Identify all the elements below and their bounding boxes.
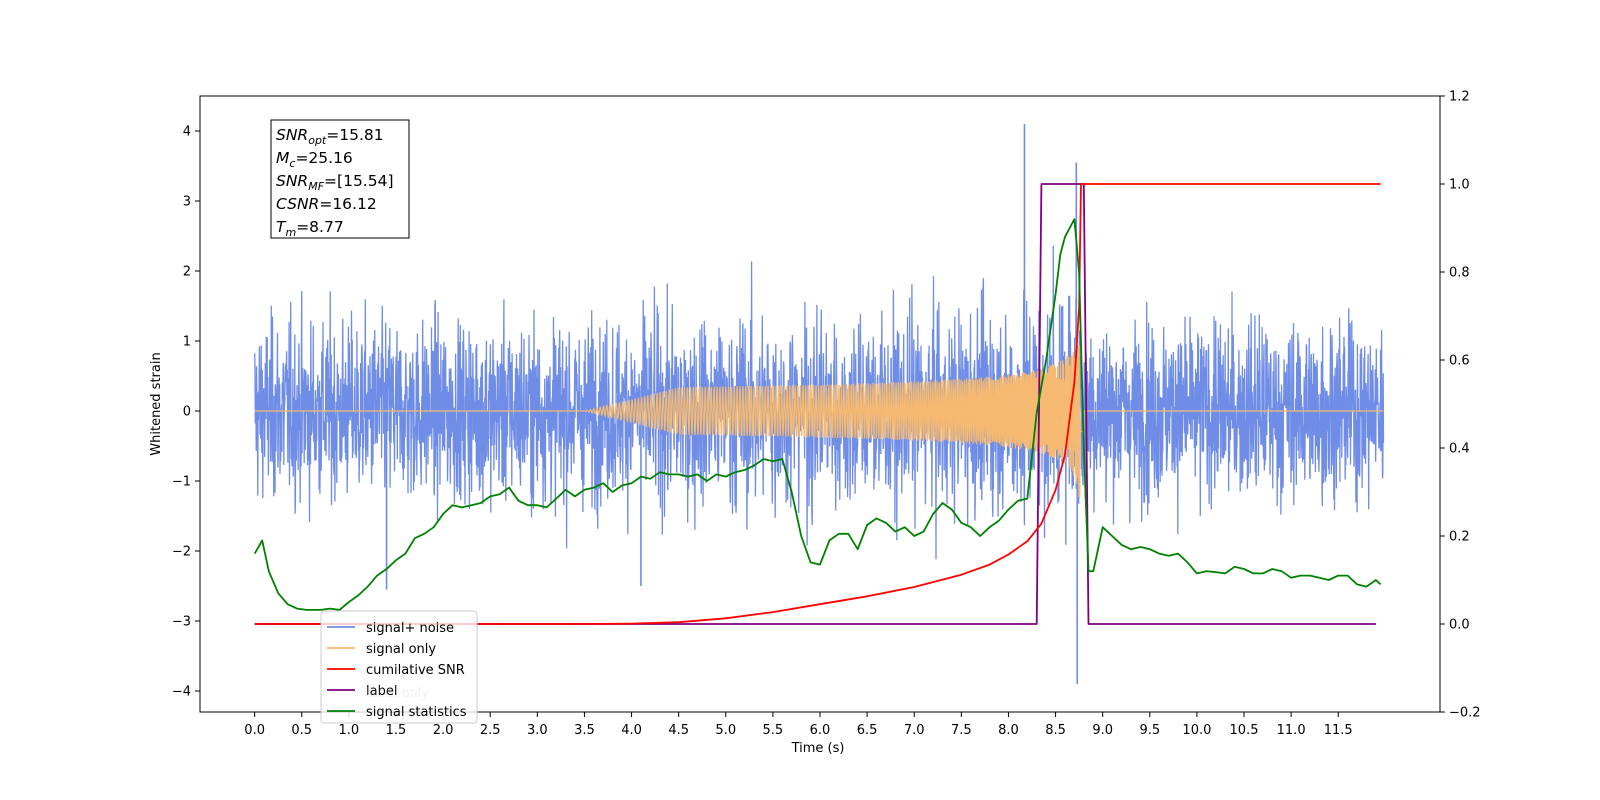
info-value: =[15.54] [324, 172, 393, 190]
x-tick-label: 2.0 [433, 723, 454, 738]
y-axis-left: 4 3 2 1 0 −1 −2 −3 −4 [172, 125, 200, 700]
legend: signal+ noise signal only cumilative SNR la… [320, 610, 478, 724]
info-value: =15.81 [326, 126, 383, 144]
info-line: CSNR=16.12 [276, 195, 377, 213]
y-axis-label: Whitened strain [149, 352, 164, 455]
x-tick-label: 5.0 [715, 723, 736, 738]
x-tick-label: 7.5 [951, 723, 972, 738]
x-tick-label: 3.5 [574, 723, 595, 738]
y2-tick-label: 0.4 [1449, 442, 1470, 457]
x-tick-label: 9.0 [1092, 723, 1113, 738]
y2-tick-label: 0.2 [1449, 530, 1470, 545]
y2-tick-label: 0.6 [1449, 354, 1470, 369]
y-axis-right: 1.2 1.0 0.8 0.6 0.4 0.2 0.0 −0.2 [1440, 90, 1481, 721]
info-value: =8.77 [296, 218, 344, 236]
info-line: Mc=25.16 [276, 149, 353, 170]
info-symbol: SNR [276, 126, 308, 144]
series-signal-only [254, 338, 1384, 498]
x-tick-label: 11.5 [1324, 723, 1353, 738]
series-layer [253, 124, 1385, 684]
x-tick-label: 6.5 [857, 723, 878, 738]
info-subscript: m [285, 226, 296, 239]
y-tick-label: 2 [183, 265, 191, 280]
info-symbol: T [276, 218, 287, 236]
x-tick-label: 9.5 [1139, 723, 1160, 738]
y2-tick-label: −0.2 [1449, 706, 1481, 721]
info-symbol: CSNR [276, 195, 319, 213]
y-tick-label: −3 [172, 615, 191, 630]
x-tick-label: 4.0 [621, 723, 642, 738]
x-tick-label: 11.0 [1277, 723, 1306, 738]
info-line: SNRopt=15.81 [276, 126, 384, 147]
x-axis: 0.0 0.5 1.0 1.5 2.0 2.5 3.0 3.5 4.0 4.5 5.0 5.5 6.0 6… [244, 712, 1353, 738]
info-subscript: MF [308, 180, 324, 193]
x-tick-label: 10.5 [1230, 723, 1259, 738]
info-symbol: M [276, 149, 289, 167]
y2-tick-label: 1.2 [1449, 90, 1470, 105]
x-tick-label: 4.5 [668, 723, 689, 738]
info-subscript: opt [308, 134, 327, 147]
y2-tick-label: 0.8 [1449, 266, 1470, 281]
y-tick-label: −2 [172, 545, 191, 560]
info-value: =16.12 [319, 195, 376, 213]
x-tick-label: 6.0 [810, 723, 831, 738]
legend-frame [320, 610, 478, 724]
info-box-frame [270, 119, 410, 239]
hidden-legend-label: label only [366, 686, 429, 701]
legend-item-label: label [366, 684, 397, 699]
x-tick-label: 8.0 [998, 723, 1019, 738]
x-tick-label: 5.5 [763, 723, 784, 738]
info-line: SNRMF=[15.54] [276, 172, 394, 193]
x-axis-label: Time (s) [791, 741, 845, 756]
x-tick-label: 10.0 [1182, 723, 1211, 738]
info-line: Tm=8.77 [276, 218, 344, 239]
x-tick-label: 2.5 [480, 723, 501, 738]
y-tick-label: 1 [183, 335, 191, 350]
series-label [254, 183, 1376, 625]
y-tick-label: 4 [183, 125, 191, 140]
x-tick-label: 7.0 [904, 723, 925, 738]
info-value: =25.16 [295, 149, 352, 167]
legend-item-label: signal statistics [366, 705, 467, 720]
y-tick-label: 0 [183, 405, 191, 420]
legend-item-label: signal only [366, 642, 436, 657]
x-tick-label: 1.5 [386, 723, 407, 738]
series-cumulative-snr [254, 183, 1381, 625]
y-tick-label: 3 [183, 195, 191, 210]
y2-tick-label: 1.0 [1449, 178, 1470, 193]
legend-item-label: signal+ noise [366, 621, 454, 636]
y-tick-label: −1 [172, 475, 191, 490]
x-tick-label: 0.5 [291, 723, 312, 738]
info-subscript: c [289, 157, 295, 170]
x-tick-label: 1.0 [339, 723, 360, 738]
info-box: SNRopt=15.81Mc=25.16SNRMF=[15.54]CSNR=16… [270, 119, 410, 239]
x-tick-label: 0.0 [244, 723, 265, 738]
series-signal-statistics [253, 218, 1382, 611]
y2-tick-label: 0.0 [1449, 618, 1470, 633]
x-tick-label: 8.5 [1045, 723, 1066, 738]
x-tick-label: 3.0 [527, 723, 548, 738]
y-tick-label: −4 [172, 685, 191, 700]
info-symbol: SNR [276, 172, 308, 190]
legend-item-label: cumilative SNR [366, 663, 465, 678]
